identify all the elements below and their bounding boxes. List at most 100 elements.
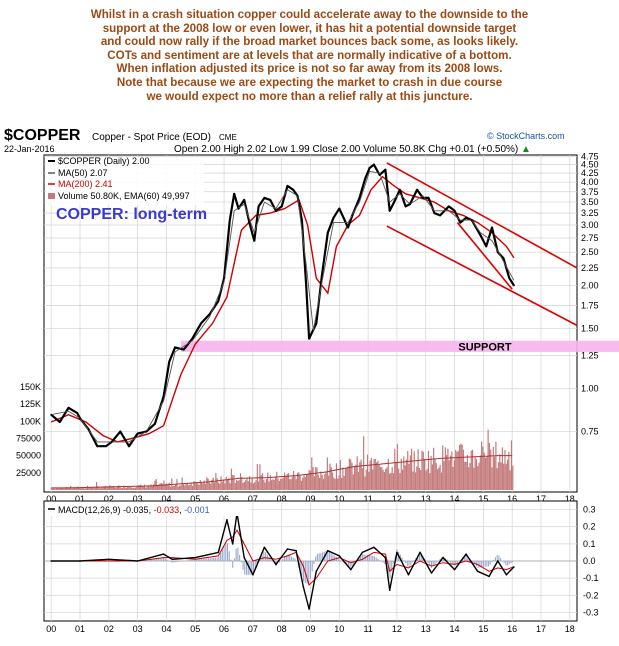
macd-point xyxy=(286,548,289,550)
price-point xyxy=(110,440,113,443)
price-point xyxy=(162,395,165,398)
macd-point xyxy=(513,566,515,568)
legend-swatch-volume xyxy=(48,193,55,199)
macd-tick-label: 0.0 xyxy=(583,556,596,566)
support-band-group: SUPPORT xyxy=(181,340,619,353)
price-point xyxy=(249,224,251,226)
trend-channel xyxy=(386,162,578,327)
price-point xyxy=(393,201,395,203)
macd-x-tick-label: 17 xyxy=(536,624,546,634)
price-point xyxy=(286,185,289,187)
price-point xyxy=(315,322,318,325)
macd-point xyxy=(407,573,410,576)
price-point xyxy=(321,273,323,276)
legend-background xyxy=(46,157,204,205)
macd-x-tick-label: 12 xyxy=(392,624,402,634)
x-tick-label: 03 xyxy=(133,494,143,504)
price-point xyxy=(119,430,122,433)
commentary-line: COTs and sentiment are at levels that ar… xyxy=(107,48,512,62)
macd-x-tick-label: 02 xyxy=(104,624,114,634)
price-point xyxy=(280,205,283,208)
price-tick-label: 0.75 xyxy=(581,427,599,437)
macd-x-tick-label: 04 xyxy=(161,624,171,634)
x-tick-label: 13 xyxy=(421,494,431,504)
price-tick-label: 2.00 xyxy=(581,280,599,290)
price-tick-label: 4.00 xyxy=(581,177,599,187)
price-point xyxy=(485,245,488,248)
macd-legend: MACD(12,26,9) -0.035, -0.033, -0.001 xyxy=(58,505,210,515)
macd-point xyxy=(252,573,254,576)
price-panel-x-axis: 00 01 02 03 04 05 06 07 08 09 10 11 12 13 14 15 16 17 18 xyxy=(46,494,575,504)
volume-ema-line xyxy=(51,455,513,489)
macd-tick-label: -0.3 xyxy=(583,607,599,617)
price-point xyxy=(372,163,375,166)
volume-tick-label: 75000 xyxy=(16,433,41,443)
x-tick-label: 18 xyxy=(565,494,575,504)
x-tick-label: 15 xyxy=(478,494,488,504)
x-tick-label: 04 xyxy=(161,494,171,504)
price-point xyxy=(358,196,361,199)
macd-point xyxy=(505,573,508,576)
macd-point xyxy=(361,551,364,554)
price-point xyxy=(388,209,391,212)
macd-x-tick-label: 05 xyxy=(190,624,200,634)
price-point xyxy=(174,346,176,349)
price-point xyxy=(384,168,387,171)
price-point xyxy=(257,205,260,208)
exchange-label: CME xyxy=(219,133,237,142)
x-tick-label: 06 xyxy=(219,494,229,504)
price-tick-label: 3.25 xyxy=(581,208,599,218)
macd-x-tick-label: 16 xyxy=(507,624,517,634)
volume-tick-label: 150K xyxy=(20,382,41,392)
macd-point xyxy=(162,553,165,555)
support-label: SUPPORT xyxy=(458,341,511,353)
macd-point xyxy=(430,572,433,574)
price-point xyxy=(58,421,61,423)
price-point xyxy=(228,219,231,222)
macd-x-tick-label: 14 xyxy=(450,624,460,634)
macd-point xyxy=(419,551,421,554)
price-point xyxy=(491,226,493,229)
volume-tick-label: 125K xyxy=(20,399,41,409)
macd-tick-label: 0.2 xyxy=(583,522,596,532)
price-panel-grid xyxy=(44,155,577,492)
price-tick-label: 2.25 xyxy=(581,263,599,273)
date-label: 22-Jan-2016 xyxy=(4,144,55,154)
macd-point xyxy=(302,585,305,588)
x-tick-label: 05 xyxy=(190,494,200,504)
price-point xyxy=(87,428,90,431)
macd-point xyxy=(308,608,310,610)
price-point xyxy=(96,445,99,448)
macd-x-tick-label: 01 xyxy=(75,624,85,634)
macd-point xyxy=(373,546,375,549)
macd-point xyxy=(488,575,490,578)
price-point xyxy=(447,205,450,208)
price-tick-label: 4.25 xyxy=(581,168,599,178)
macd-tick-label: -0.1 xyxy=(583,573,599,583)
macd-point xyxy=(465,553,467,555)
price-point xyxy=(208,313,211,316)
price-point xyxy=(237,207,240,210)
macd-point xyxy=(384,556,387,559)
macd-point xyxy=(326,549,329,552)
price-point xyxy=(421,196,424,199)
price-point xyxy=(292,188,295,191)
symbol-description: Copper - Spot Price (EOD) xyxy=(92,132,211,143)
price-point xyxy=(105,445,107,448)
macd-tick-label: 0.3 xyxy=(583,505,596,515)
macd-point xyxy=(350,568,352,571)
macd-x-axis: 00 01 02 03 04 05 06 07 08 09 10 11 12 13 14 15 16 17 18 xyxy=(46,624,575,634)
macd-x-tick-label: 10 xyxy=(334,624,344,634)
price-tick-label: 1.75 xyxy=(581,300,599,310)
x-tick-label: 02 xyxy=(104,494,114,504)
price-point xyxy=(326,231,329,234)
price-point xyxy=(368,167,371,169)
macd-axis: 0.3 0.2 0.1 0.0 -0.1 -0.2 -0.3 xyxy=(583,505,599,618)
price-point xyxy=(305,284,308,287)
price-point xyxy=(502,257,505,260)
price-point xyxy=(364,177,367,180)
macd-x-tick-label: 07 xyxy=(248,624,258,634)
volume-tick-label: 25000 xyxy=(16,468,41,478)
macd-point xyxy=(396,551,398,554)
